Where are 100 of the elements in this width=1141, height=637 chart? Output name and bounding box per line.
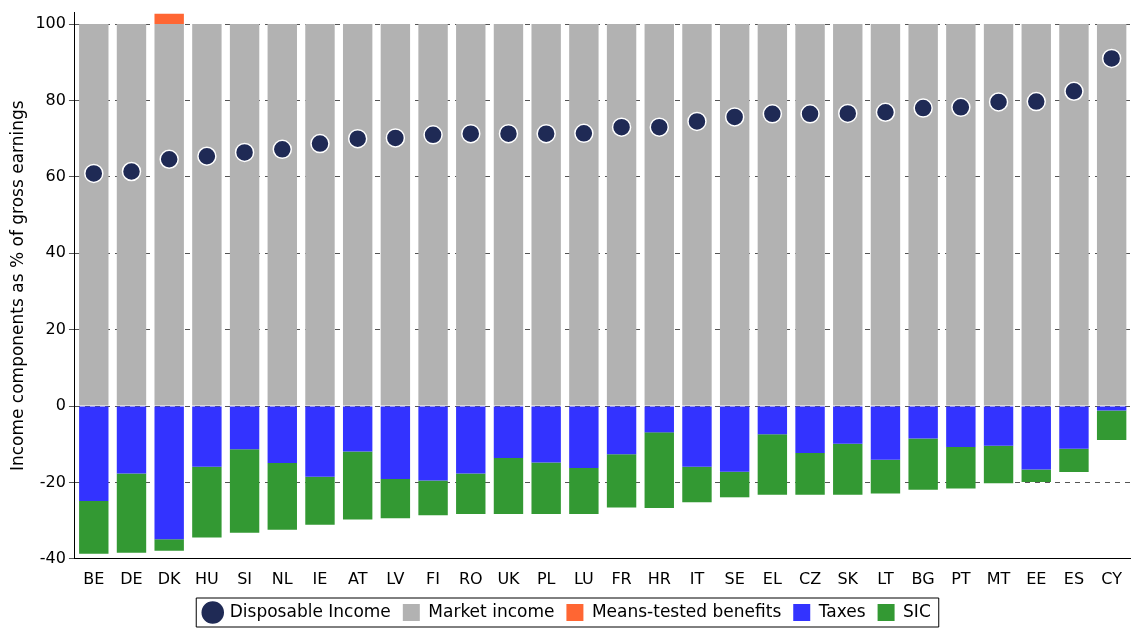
bar — [154, 24, 184, 406]
bar — [795, 453, 825, 495]
bar — [757, 434, 788, 495]
x-tick-label: LT — [877, 568, 894, 588]
y-tick-label: -20 — [39, 471, 66, 491]
bar — [79, 24, 109, 406]
bar — [833, 24, 863, 406]
bar — [983, 406, 1014, 446]
x-tick-label: RO — [458, 568, 483, 588]
point — [611, 117, 632, 137]
x-tick-label: LV — [386, 568, 405, 588]
bar — [983, 445, 1014, 484]
y-tick-label: 40 — [45, 242, 66, 262]
bar — [192, 406, 222, 467]
x-tick-label: BG — [911, 568, 935, 588]
bar — [757, 406, 788, 435]
x-tick-label: EE — [1026, 568, 1047, 588]
point — [347, 128, 368, 149]
bar — [983, 24, 1014, 406]
bar — [1096, 406, 1127, 411]
bar — [154, 13, 184, 25]
point — [461, 123, 481, 144]
bar — [305, 476, 335, 525]
point — [913, 98, 933, 118]
bar — [305, 24, 335, 406]
x-tick-label: CZ — [798, 568, 822, 588]
bar — [79, 406, 109, 502]
point — [1026, 91, 1046, 112]
bar — [229, 406, 260, 450]
x-tick-label: AT — [347, 568, 368, 588]
point — [988, 92, 1009, 112]
bar — [870, 406, 901, 460]
x-tick-label: FR — [611, 568, 632, 588]
bar — [456, 24, 486, 406]
point — [875, 102, 896, 123]
point — [724, 107, 745, 127]
bar — [418, 406, 448, 481]
point — [272, 139, 293, 160]
bar — [342, 451, 373, 520]
bar — [267, 406, 297, 463]
point — [536, 123, 556, 144]
y-tick-label: 0 — [55, 395, 66, 415]
bar — [1021, 24, 1051, 406]
bar — [305, 406, 335, 477]
point — [121, 161, 142, 182]
bar — [192, 24, 222, 406]
bar — [870, 24, 901, 406]
bar — [531, 24, 561, 406]
x-tick-label: HU — [195, 568, 219, 588]
bar — [267, 462, 297, 530]
bar — [380, 478, 411, 519]
point — [1064, 81, 1084, 102]
bar — [229, 449, 260, 533]
point — [1101, 48, 1122, 69]
legend-label: SIC — [903, 600, 931, 621]
point — [310, 133, 330, 154]
point — [838, 103, 858, 124]
y-axis-title: Income components as % of gross earnings — [6, 100, 27, 472]
bar — [229, 24, 260, 406]
bar — [908, 24, 938, 406]
x-tick-label: ES — [1063, 568, 1085, 588]
bar — [418, 24, 448, 406]
x-tick-label: FI — [426, 568, 441, 588]
x-tick-label: LU — [573, 568, 594, 588]
x-tick-label: PL — [536, 568, 556, 588]
bar — [116, 473, 147, 553]
x-tick-label: BE — [83, 568, 105, 588]
x-tick-label: IE — [312, 568, 328, 588]
bar — [493, 406, 524, 458]
x-tick-label: IT — [689, 568, 705, 588]
bar — [154, 539, 184, 551]
point — [498, 123, 519, 144]
bar — [757, 24, 788, 406]
x-tick-label: PT — [951, 568, 971, 588]
bar — [1096, 24, 1127, 406]
y-tick-label: 100 — [35, 13, 66, 33]
bar — [456, 406, 486, 474]
x-tick-label: SK — [837, 568, 859, 588]
bar — [606, 454, 637, 508]
x-tick-label: SI — [237, 568, 253, 588]
bar — [644, 432, 674, 508]
bar — [1021, 469, 1051, 483]
bar — [342, 406, 373, 452]
point — [762, 104, 783, 124]
bar — [682, 406, 712, 467]
bar — [79, 501, 109, 554]
bar — [606, 406, 637, 455]
bar — [192, 466, 222, 538]
bar — [342, 24, 373, 406]
bar — [946, 24, 976, 406]
x-tick-label: EL — [762, 568, 782, 588]
bar — [908, 438, 938, 490]
bar — [456, 473, 486, 515]
bar — [795, 406, 825, 453]
legend-label: Taxes — [817, 600, 866, 621]
bar — [116, 406, 147, 474]
point — [574, 123, 594, 144]
bar — [1059, 448, 1089, 473]
bar — [116, 24, 147, 406]
x-tick-label: HR — [647, 568, 671, 588]
